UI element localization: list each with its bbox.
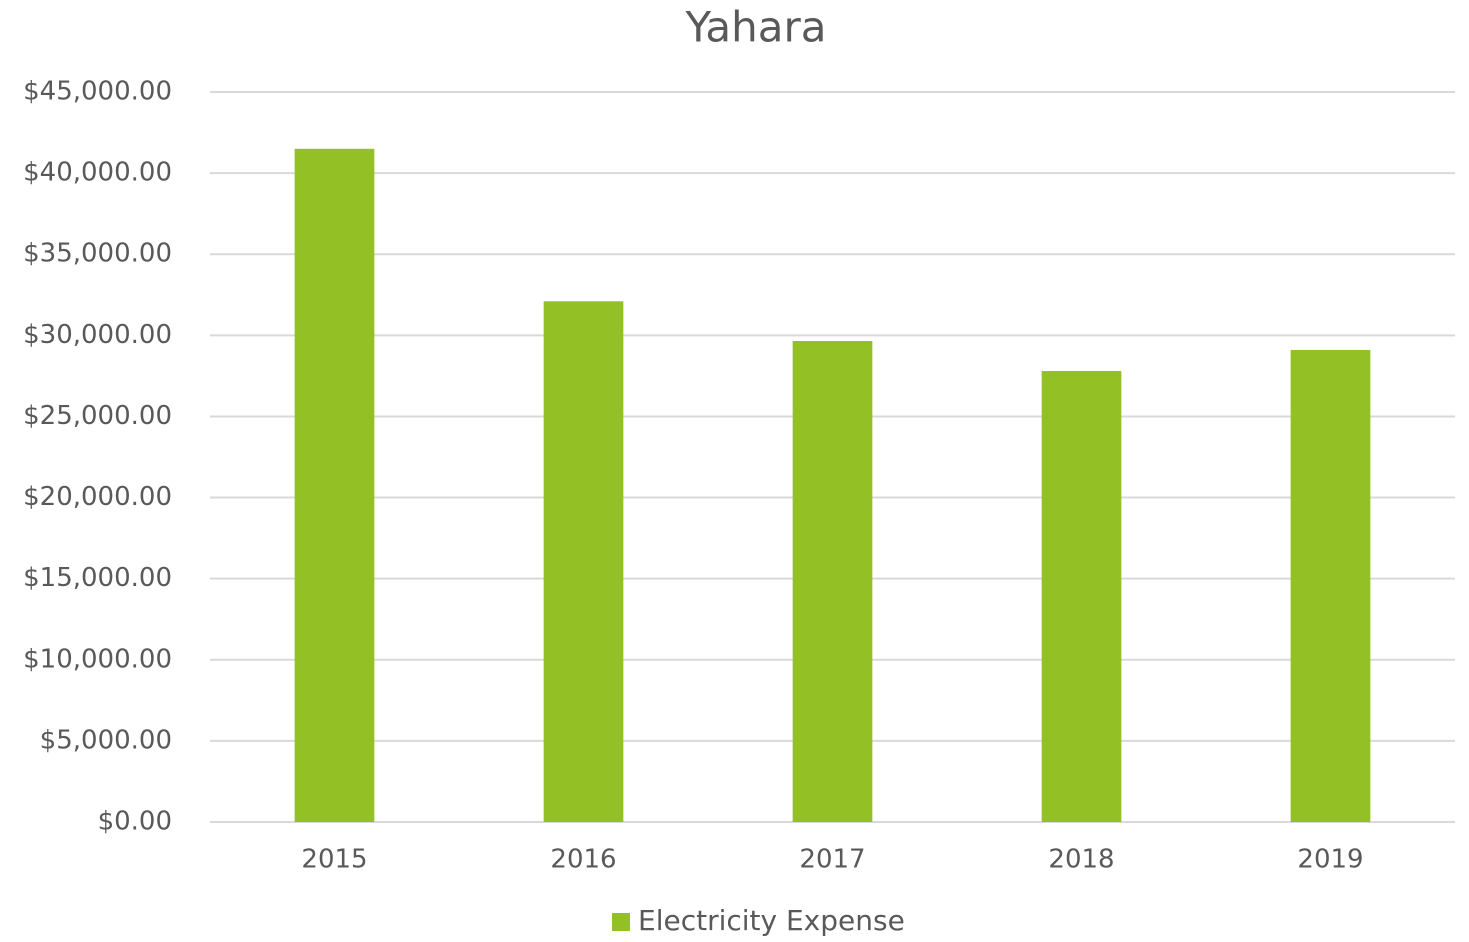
bar [543,301,624,822]
y-tick-label: $15,000.00 [23,563,172,593]
y-tick-label: $35,000.00 [23,239,172,269]
y-tick-label: $40,000.00 [23,158,172,188]
y-tick-label: $25,000.00 [23,401,172,431]
y-tick-label: $45,000.00 [23,77,172,107]
y-tick-label: $5,000.00 [40,725,172,755]
y-tick-label: $20,000.00 [23,482,172,512]
legend-label: Electricity Expense [638,904,905,937]
bar [294,148,375,822]
x-tick-label: 2015 [301,845,367,875]
x-tick-label: 2018 [1048,845,1114,875]
bar [1041,371,1122,822]
legend-swatch [612,913,630,931]
x-tick-label: 2017 [799,845,865,875]
bar [1290,349,1371,822]
x-tick-label: 2016 [550,845,616,875]
y-tick-label: $30,000.00 [23,320,172,350]
x-tick-label: 2019 [1297,845,1363,875]
bar [792,341,873,822]
y-tick-label: $0.00 [98,807,172,837]
y-tick-label: $10,000.00 [23,644,172,674]
chart-title: Yahara [685,3,827,52]
